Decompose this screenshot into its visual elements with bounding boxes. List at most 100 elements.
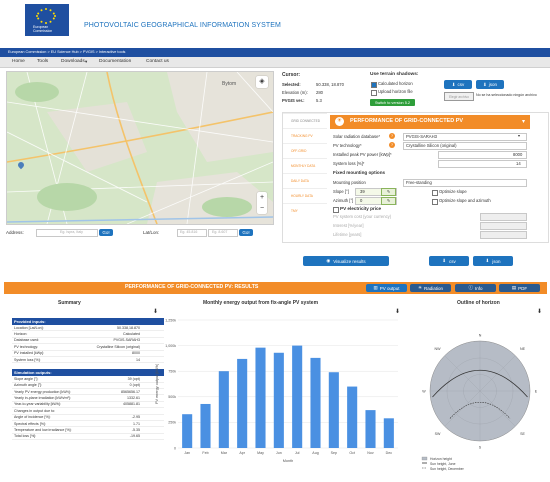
cost-input[interactable]: [480, 213, 527, 221]
lat-input[interactable]: [177, 229, 207, 237]
tab-tracking[interactable]: TRACKING PV: [283, 128, 327, 143]
summary-key: Angle of incidence [%]:: [14, 415, 51, 420]
bar: [237, 358, 248, 448]
optimize-both-label: Optimize slope and azimuth: [439, 198, 491, 203]
breadcrumb-bar: [0, 48, 550, 57]
horizon-json-label: json: [488, 82, 498, 87]
summary-value: -19.65: [129, 434, 140, 439]
legend-label: Horizon height: [430, 457, 452, 461]
pv-tech-select[interactable]: [403, 142, 527, 150]
bar: [347, 386, 358, 448]
download-icon: ⬇: [482, 81, 487, 87]
interest-input[interactable]: [480, 222, 527, 230]
tab-hourly[interactable]: HOURLY DATA: [283, 188, 327, 203]
tab-radiation[interactable]: ☀ Radiation: [410, 284, 451, 292]
download-icon: ⬇: [485, 258, 490, 263]
azimuth-input[interactable]: [355, 197, 397, 205]
visualize-results-button[interactable]: ◉ Visualize results: [303, 256, 389, 266]
x-tick-label: Jul: [295, 451, 300, 455]
x-tick-label: Jan: [184, 451, 190, 455]
cursor-title: Cursor:: [282, 72, 301, 78]
system-loss-label: System loss [%]*: [333, 161, 365, 166]
peak-power-input[interactable]: [438, 151, 527, 159]
bar: [182, 414, 193, 448]
optimize-both-checkbox[interactable]: [432, 199, 438, 205]
switch-version-button[interactable]: Switch to version 5.2: [370, 99, 415, 106]
radiation-db-select[interactable]: [403, 133, 527, 141]
form-title: PERFORMANCE OF GRID-CONNECTED PV: [350, 118, 464, 124]
mounting-select[interactable]: [403, 179, 527, 187]
nav-contact[interactable]: Contact us: [146, 59, 169, 64]
bar: [273, 352, 284, 448]
address-go-button[interactable]: Go!: [99, 229, 113, 236]
summary-value: 14: [136, 357, 140, 362]
info-icon[interactable]: ?: [389, 142, 395, 148]
summary-row: Horizon: Calculated: [12, 331, 164, 338]
nav-documentation[interactable]: Documentation: [99, 59, 132, 64]
latlon-go-button[interactable]: Go!: [239, 229, 253, 236]
summary-value: Calculated: [123, 332, 140, 337]
x-tick-label: Apr: [239, 451, 245, 455]
eu-logo[interactable]: European Commission: [25, 4, 69, 36]
system-loss-input[interactable]: [438, 160, 527, 168]
horizon-download-icon[interactable]: ⬇: [537, 309, 543, 315]
tab-daily[interactable]: DAILY DATA: [283, 173, 327, 188]
provided-title: Provided inputs:: [12, 318, 164, 325]
elevation-value: 280: [316, 90, 323, 95]
breadcrumb[interactable]: European Commission > EU Science Hub > P…: [8, 50, 126, 54]
address-placeholder: Eg. Ispra, Italy: [60, 230, 83, 234]
nav-tools[interactable]: Tools: [37, 59, 49, 64]
chart-download-icon[interactable]: ⬇: [395, 309, 401, 315]
calculated-horizon-checkbox[interactable]: [371, 82, 377, 88]
tab-info[interactable]: ⓘ Info: [455, 284, 496, 292]
version-label: PVGIS ver.:: [282, 98, 305, 103]
horizon-spoke: [479, 390, 516, 427]
slope-edit-icon[interactable]: ✎: [381, 188, 396, 196]
layers-icon[interactable]: ◈: [256, 76, 268, 88]
collapse-icon[interactable]: ▾: [522, 119, 526, 125]
tab-tmy[interactable]: TMY: [283, 203, 327, 218]
summary-value: 405881.81: [123, 402, 140, 407]
bar: [365, 410, 376, 448]
lifetime-input[interactable]: [480, 231, 527, 239]
horizon-csv-button[interactable]: ⬇ csv: [444, 80, 472, 89]
nav-downloads[interactable]: Downloads: [61, 59, 85, 64]
pdf-icon: ▤: [511, 285, 517, 290]
results-csv-button[interactable]: ⬇ csv: [429, 256, 469, 266]
azimuth-edit-icon[interactable]: ✎: [381, 197, 396, 205]
sun-icon: ☀: [417, 285, 423, 290]
eye-icon: ◉: [326, 258, 331, 263]
tab-pdf[interactable]: ▤ PDF: [499, 284, 540, 292]
info-icon[interactable]: ?: [389, 133, 395, 139]
bar: [218, 371, 229, 448]
horizon-json-button[interactable]: ⬇ json: [476, 80, 504, 89]
legend-swatch: [421, 456, 428, 461]
slope-input[interactable]: [355, 188, 397, 196]
summary-download-icon[interactable]: ⬇: [153, 309, 159, 315]
zoom-out-button[interactable]: −: [260, 205, 265, 212]
nav-home[interactable]: Home: [12, 59, 25, 64]
results-json-button[interactable]: ⬇ json: [473, 256, 513, 266]
x-tick-label: Nov: [367, 451, 374, 455]
tab-pv-output[interactable]: ▥ PV output: [366, 284, 407, 292]
address-input[interactable]: [36, 229, 98, 237]
horizon-spoke: [444, 355, 481, 392]
map[interactable]: Bytom ◈ + −: [6, 71, 274, 225]
upload-horizon-checkbox[interactable]: [371, 90, 377, 96]
monthly-energy-chart: 0 250k 500k 750k 1,000k 1,250k Jan Feb Mar Apr May…: [155, 318, 398, 463]
tab-monthly[interactable]: MONTHLY DATA: [283, 158, 327, 173]
site-title: PHOTOVOLTAIC GEOGRAPHICAL INFORMATION SY…: [84, 22, 281, 29]
browse-button[interactable]: Elegir archivo: [444, 92, 474, 101]
summary-title: Summary: [58, 300, 81, 306]
optimize-slope-checkbox[interactable]: [432, 190, 438, 196]
price-checkbox[interactable]: [333, 207, 339, 213]
tab-off-grid[interactable]: OFF-GRID: [283, 143, 327, 158]
tab-grid-connected[interactable]: GRID CONNECTED: [283, 113, 327, 128]
eu-line1: European: [33, 25, 49, 29]
summary-key: Azimuth angle [°]:: [14, 383, 43, 388]
x-tick-label: Feb: [202, 451, 208, 455]
zoom-in-button[interactable]: +: [260, 194, 265, 201]
lon-input[interactable]: [208, 229, 238, 237]
summary-row: Spectral effects [%]: 1.71: [12, 421, 164, 428]
